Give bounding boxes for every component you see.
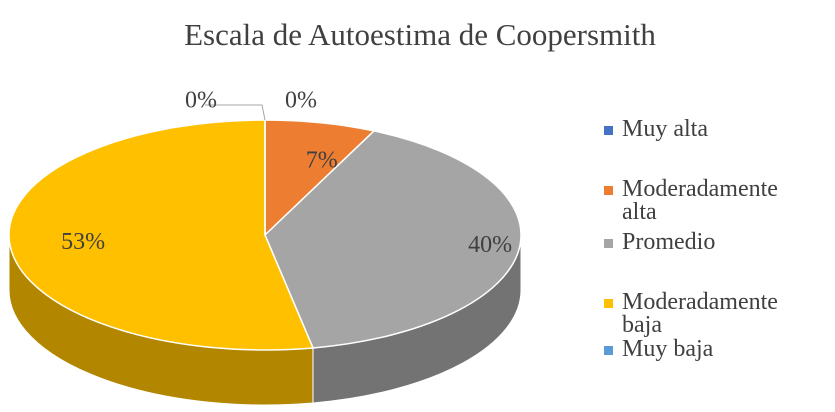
legend-swatch	[604, 346, 613, 355]
legend-label: Muy alta	[622, 116, 708, 142]
pie-slice	[8, 119, 315, 351]
legend-label: Promedio	[622, 229, 716, 255]
legend-swatch	[604, 126, 613, 135]
data-label: 53%	[61, 229, 105, 255]
legend-label: Moderadamente alta	[622, 176, 778, 225]
data-label: 0%	[285, 88, 317, 114]
legend-item: Muy baja	[604, 336, 804, 362]
legend-item: Promedio	[604, 229, 804, 255]
pie-tops	[8, 119, 522, 351]
legend-swatch	[604, 239, 613, 248]
pie-slice	[264, 130, 522, 349]
data-label: 7%	[306, 148, 338, 174]
pie-labels: 0% 7% 40% 53% 0%	[61, 88, 512, 259]
leader-line	[205, 104, 266, 121]
legend-swatch	[604, 299, 613, 308]
legend-label: Muy baja	[622, 336, 714, 362]
legend-label: Moderadamente baja	[622, 289, 778, 338]
data-label: 0%	[185, 88, 217, 114]
legend-item: Moderadamente alta	[604, 176, 804, 225]
legend-item: Muy alta	[604, 116, 804, 142]
chart-title: Escala de Autoestima de Coopersmith	[184, 17, 656, 52]
legend-swatch	[604, 186, 613, 195]
legend-item: Moderadamente baja	[604, 289, 804, 338]
data-label: 40%	[468, 232, 512, 258]
pie-slice	[264, 119, 376, 237]
